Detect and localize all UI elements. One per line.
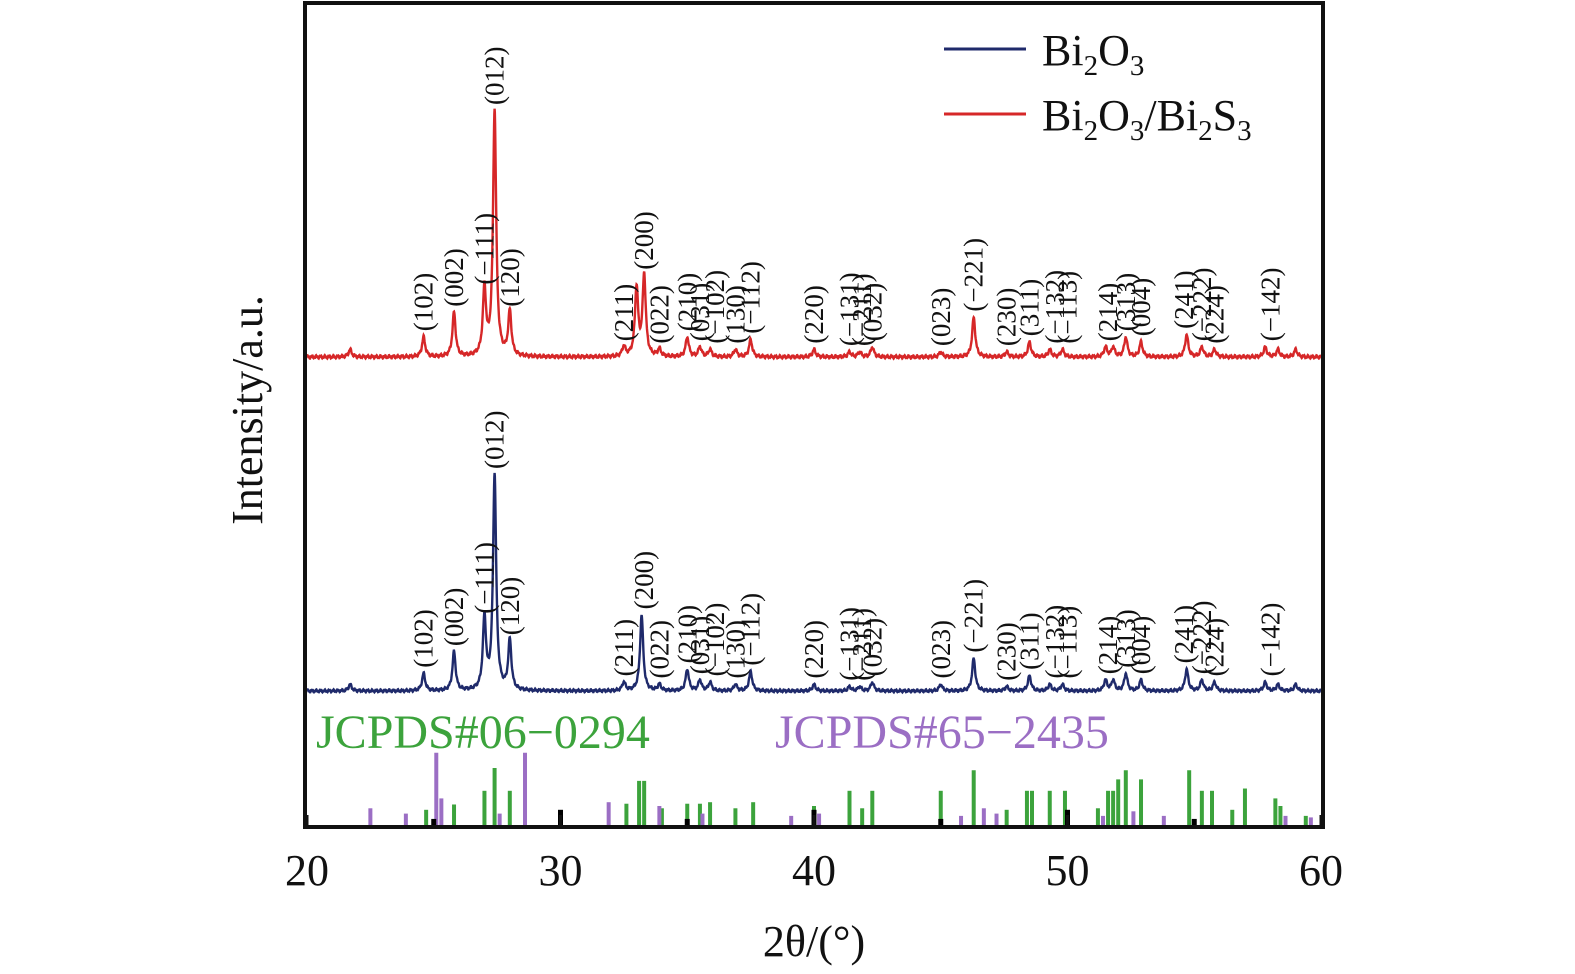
- hkl-label: (−142): [1255, 603, 1285, 677]
- hkl-label: (210): [672, 605, 702, 663]
- hkl-label: (−221): [959, 579, 989, 653]
- hkl-label: (−131): [835, 272, 865, 346]
- hkl-label: (032): [857, 618, 887, 676]
- hkl-label: (210): [672, 273, 702, 331]
- hkl-label: (214): [1093, 283, 1123, 341]
- hkl-label: (230): [992, 622, 1022, 680]
- hkl-label: (220): [799, 285, 829, 343]
- x-axis-label: 2θ/(°): [763, 917, 865, 966]
- hkl-label: (200): [629, 211, 659, 269]
- y-axis-label: Intensity/a.u.: [223, 295, 272, 525]
- hkl-label: (−211): [847, 273, 877, 346]
- hkl-label: (241): [1169, 270, 1199, 328]
- legend: Bi2O3 Bi2O3/Bi2S3: [944, 26, 1252, 147]
- hkl-label: (−113): [1053, 271, 1083, 344]
- hkl-label: (002): [439, 588, 469, 646]
- hkl-label: (−131): [835, 607, 865, 681]
- hkl-label: (214): [1093, 616, 1123, 674]
- x-tick-label-40: 40: [792, 846, 836, 895]
- hkl-label: (−132): [1040, 270, 1070, 344]
- hkl-label: (120): [495, 248, 525, 306]
- hkl-label: (−132): [1040, 605, 1070, 679]
- hkl-label: (−112): [736, 593, 766, 666]
- hkl-label: (224): [1200, 618, 1230, 676]
- hkl-label: (311): [1015, 279, 1045, 336]
- hkl-label: (313): [1111, 273, 1141, 331]
- hkl-label: (−222): [1187, 267, 1217, 341]
- hkl-label: (−102): [700, 270, 730, 344]
- hkl-label: (023): [926, 620, 956, 678]
- hkl-label: (023): [926, 288, 956, 346]
- x-tick-label-30: 30: [539, 846, 583, 895]
- hkl-label: (224): [1200, 285, 1230, 343]
- x-axis: 20 30 40 50 60: [285, 815, 1343, 895]
- series-layer: [305, 108, 1323, 695]
- hkl-label: (130): [720, 620, 750, 678]
- hkl-label: (004): [1126, 278, 1156, 336]
- legend-label-bi2o3: Bi2O3: [1042, 26, 1144, 82]
- hkl-label: (−211): [847, 608, 877, 681]
- x-tick-label-60: 60: [1299, 846, 1343, 895]
- hkl-label: (−142): [1255, 267, 1285, 341]
- legend-label-bi2o3-bi2s3: Bi2O3/Bi2S3: [1042, 91, 1252, 147]
- hkl-label: (002): [439, 248, 469, 306]
- reference-label-65-2435: JCPDS#65−2435: [775, 706, 1109, 759]
- hkl-label: (313): [1111, 609, 1141, 667]
- hkl-label: (−113): [1053, 606, 1083, 679]
- hkl-label: (031): [685, 616, 715, 674]
- hkl-label: (230): [992, 288, 1022, 346]
- hkl-label: (211): [609, 284, 639, 341]
- series-line-bi2o3-bi2s3: [305, 108, 1322, 361]
- hkl-label: (130): [720, 285, 750, 343]
- hkl-label: (311): [1015, 612, 1045, 669]
- hkl-label: (022): [644, 285, 674, 343]
- hkl-label: (−111): [469, 542, 499, 614]
- hkl-label: (−102): [700, 603, 730, 677]
- hkl-labels: (102) (002)(−111)(012)(120)(211)(200)(022…: [409, 47, 1286, 681]
- hkl-label: (−221): [959, 238, 989, 312]
- hkl-label: (102): [409, 609, 439, 667]
- hkl-label: (−112): [736, 261, 766, 334]
- hkl-label: (012): [480, 47, 510, 105]
- hkl-label: (220): [799, 620, 829, 678]
- hkl-label: (031): [685, 283, 715, 341]
- reference-lines: [368, 752, 1313, 825]
- x-tick-label-50: 50: [1046, 846, 1090, 895]
- hkl-label: (022): [644, 620, 674, 678]
- hkl-label: (032): [857, 283, 887, 341]
- hkl-label: (102): [409, 273, 439, 331]
- hkl-label: (−111): [469, 213, 499, 285]
- hkl-label: (241): [1169, 605, 1199, 663]
- reference-label-06-0294: JCPDS#06−0294: [316, 706, 650, 759]
- hkl-label: (−222): [1187, 600, 1217, 674]
- hkl-label: (004): [1126, 616, 1156, 674]
- hkl-label: (200): [629, 551, 659, 609]
- hkl-label: (211): [609, 619, 639, 676]
- hkl-label: (012): [480, 411, 510, 469]
- x-tick-label-20: 20: [285, 846, 329, 895]
- series-line-bi2o3: [305, 472, 1323, 695]
- hkl-label: (120): [495, 577, 525, 635]
